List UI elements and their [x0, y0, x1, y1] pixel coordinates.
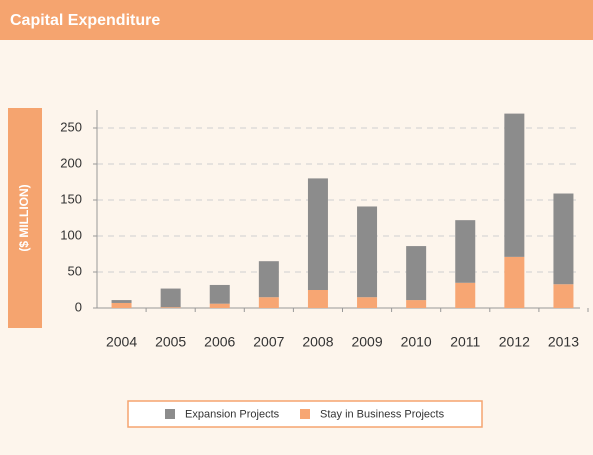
bar-segment [357, 206, 378, 298]
x-tick-label: 2012 [499, 334, 530, 350]
bar-segment [357, 297, 378, 308]
bar-segment [160, 288, 181, 308]
x-tick-label: 2004 [106, 334, 137, 350]
bar-segment [504, 113, 525, 257]
bar-segment [160, 307, 181, 308]
y-tick-label: 0 [75, 299, 82, 314]
x-tick-label: 2005 [155, 334, 186, 350]
x-tick-label: 2011 [450, 334, 480, 350]
y-label-box [8, 108, 42, 328]
bar-segment [455, 220, 476, 283]
bar-segment [553, 193, 574, 285]
x-tick-label: 2008 [302, 334, 333, 350]
y-tick-label: 150 [60, 191, 82, 206]
y-tick-label: 100 [60, 227, 82, 242]
header [0, 0, 593, 40]
bar-segment [258, 297, 279, 308]
bar-segment [111, 302, 132, 308]
bar-segment [258, 261, 279, 298]
bar-segment [406, 300, 427, 308]
legend-swatch [300, 409, 310, 419]
y-tick-label: 50 [68, 263, 82, 278]
bar-segment [209, 284, 230, 304]
x-tick-label: 2013 [548, 334, 579, 350]
legend [127, 400, 483, 428]
bar-segment [111, 300, 132, 303]
y-tick-label: 200 [60, 155, 82, 170]
x-tick-label: 2007 [253, 334, 284, 350]
x-tick-label: 2010 [401, 334, 432, 350]
x-tick-label: 2006 [204, 334, 235, 350]
bar-segment [406, 246, 427, 301]
chart-title: Capital Expenditure [10, 12, 160, 29]
y-tick-label: 250 [60, 119, 82, 134]
bar-segment [553, 284, 574, 308]
x-tick-label: 2009 [351, 334, 382, 350]
bar-segment [307, 290, 328, 308]
legend-label: Stay in Business Projects [320, 408, 445, 420]
y-axis-label: ($ MILLION) [17, 184, 31, 251]
bar-segment [504, 256, 525, 308]
legend-swatch [165, 409, 175, 419]
bar-segment [455, 282, 476, 308]
bar-segment [307, 178, 328, 290]
bar-segment [209, 303, 230, 308]
legend-label: Expansion Projects [185, 408, 280, 420]
